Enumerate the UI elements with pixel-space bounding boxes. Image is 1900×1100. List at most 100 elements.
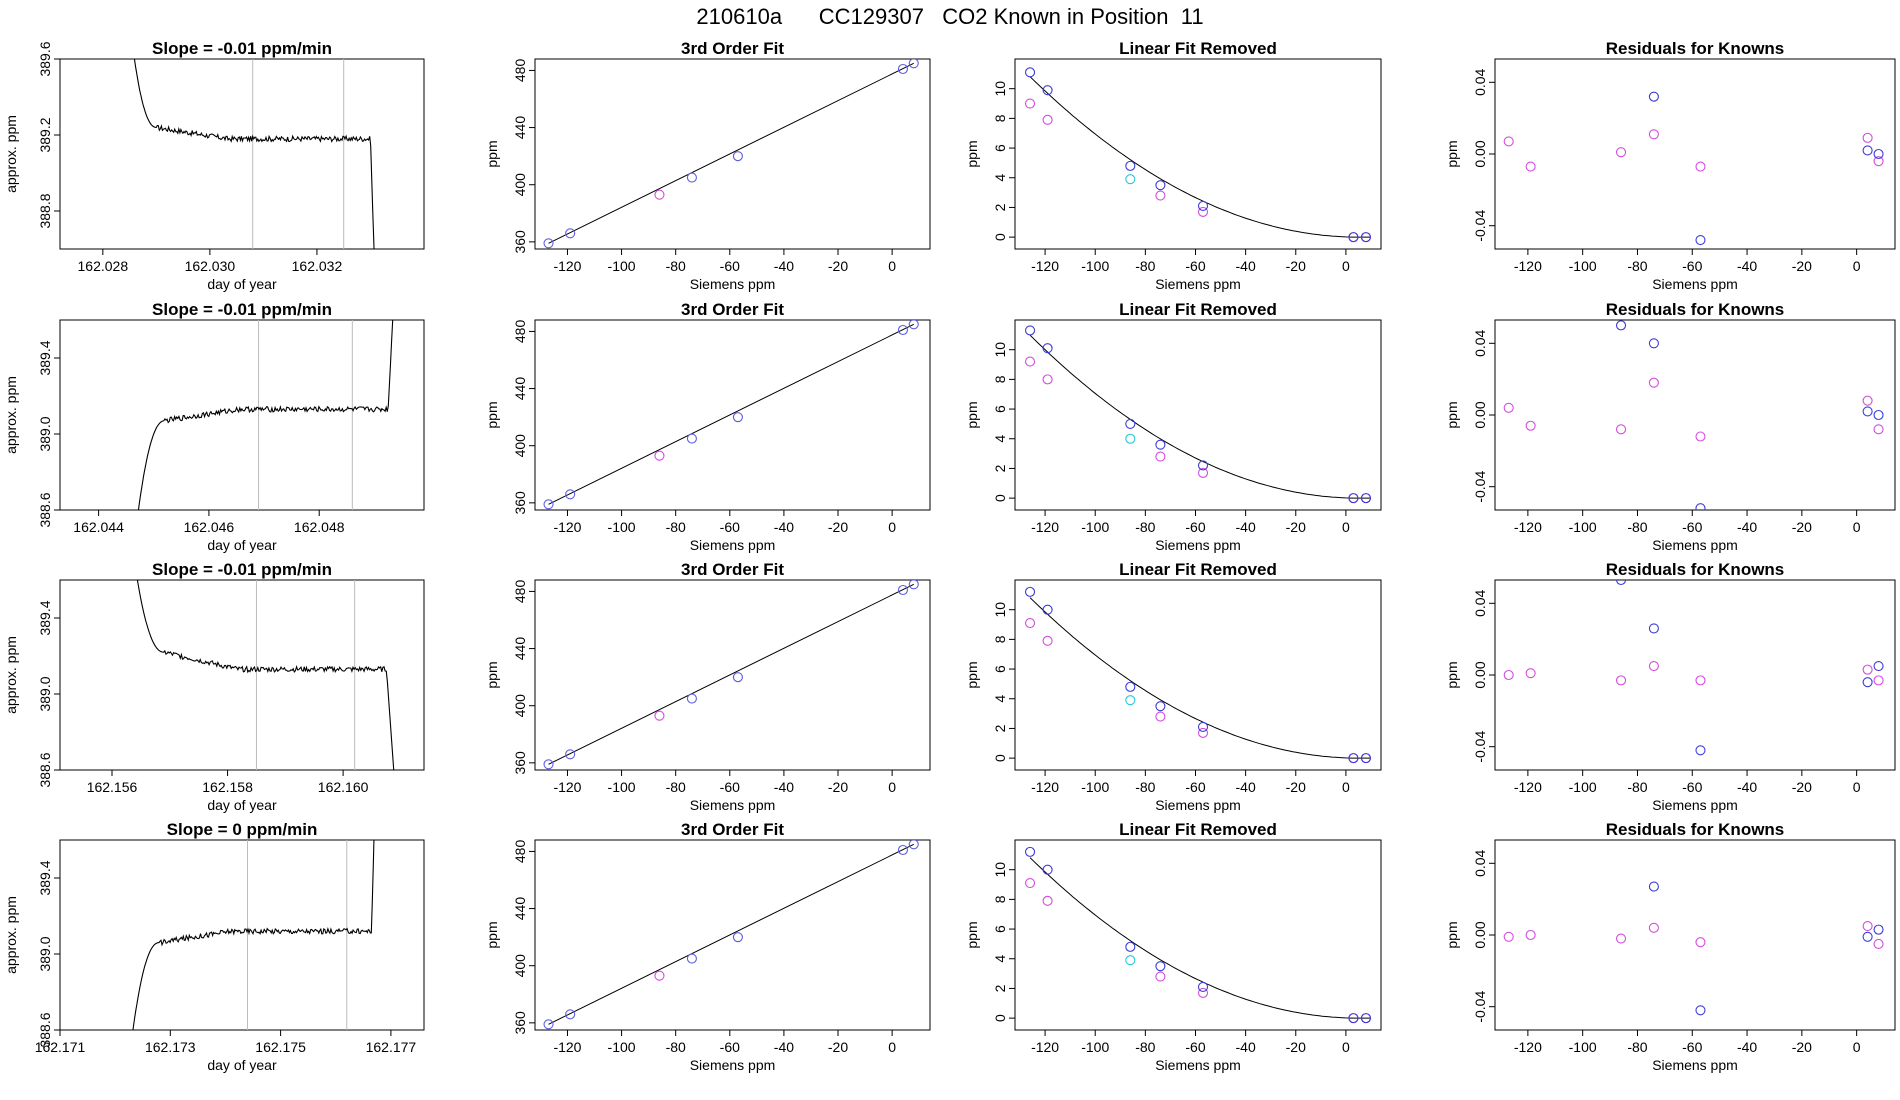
- fit-point: [732, 151, 743, 162]
- blue-point: [1360, 232, 1372, 243]
- blue-point: [1862, 931, 1873, 942]
- x-tick-label: -40: [1236, 258, 1256, 274]
- magenta-point: [1155, 190, 1166, 201]
- x-tick-label: -80: [1627, 258, 1647, 274]
- x-tick-label: -100: [608, 258, 636, 274]
- x-axis-label: Siemens ppm: [1155, 797, 1241, 813]
- blue-point: [1648, 91, 1659, 102]
- fit-point: [897, 584, 908, 596]
- magenta-point: [1648, 922, 1659, 933]
- x-tick-label: -40: [1737, 519, 1757, 535]
- x-tick-label: -80: [1627, 1039, 1647, 1055]
- y-tick-label: 4: [992, 695, 1008, 703]
- x-tick-label: 0: [1342, 779, 1350, 795]
- x-tick-label: -100: [1569, 1039, 1597, 1055]
- y-tick-label: 0.00: [1472, 661, 1488, 688]
- x-tick-label: -60: [1682, 258, 1702, 274]
- x-axis-label: day of year: [207, 276, 277, 292]
- x-tick-label: -20: [1286, 779, 1306, 795]
- fit-line: [548, 583, 914, 765]
- x-tick-label: -80: [666, 779, 686, 795]
- fit-point: [565, 1009, 576, 1020]
- x-tick-label: 162.160: [318, 779, 369, 795]
- plot-frame: [534, 579, 931, 771]
- plot-frame: [534, 58, 931, 250]
- x-tick-label: -80: [666, 519, 686, 535]
- x-tick-label: -20: [1792, 258, 1812, 274]
- x-tick-label: 162.175: [255, 1039, 306, 1055]
- y-tick-label: 8: [992, 635, 1008, 643]
- x-tick-label: -100: [1081, 258, 1109, 274]
- magenta-point: [1197, 467, 1209, 478]
- magenta-point: [1862, 664, 1873, 675]
- y-tick-label: 10: [992, 862, 1008, 878]
- blue-point: [1197, 721, 1209, 733]
- blue-point: [1197, 200, 1209, 212]
- fit-point: [732, 672, 743, 683]
- blue-point: [1648, 623, 1659, 634]
- blue-point: [1648, 338, 1659, 349]
- x-tick-label: 162.158: [202, 779, 253, 795]
- y-tick-label: 389.2: [37, 117, 53, 152]
- magenta-point: [1862, 395, 1873, 406]
- y-tick-label: -0.04: [1472, 471, 1488, 503]
- panel-1-1: 162.028 162.030 162.032 388.8 389.2 389.6 Slop…: [3, 39, 425, 292]
- x-tick-label: 0: [888, 779, 896, 795]
- x-axis-label: Siemens ppm: [1652, 276, 1738, 292]
- x-tick-label: -40: [1236, 779, 1256, 795]
- magenta-point: [1024, 617, 1036, 629]
- y-tick-label: 360: [512, 1011, 528, 1035]
- y-tick-label: 8: [992, 114, 1008, 122]
- x-tick-label: 0: [888, 258, 896, 274]
- magenta-point: [1197, 987, 1209, 998]
- y-tick-label: 388.6: [37, 1012, 53, 1047]
- x-axis-label: Siemens ppm: [690, 276, 776, 292]
- fit-point: [654, 710, 665, 721]
- magenta-point: [1503, 136, 1514, 147]
- x-tick-label: 162.156: [87, 779, 138, 795]
- magenta-point: [1695, 937, 1706, 948]
- panel-1-4: -120 -100 -80 -60 -40 -20 0 -0.04 0.00 0.04 Residu…: [1444, 39, 1896, 292]
- panel-title: Residuals for Knowns: [1606, 39, 1785, 58]
- y-axis-label: approx. ppm: [3, 376, 19, 454]
- blue-point: [1695, 745, 1706, 756]
- blue-point: [1648, 881, 1659, 892]
- y-axis-label: ppm: [964, 921, 980, 948]
- x-tick-label: -60: [1682, 779, 1702, 795]
- y-tick-label: 0: [992, 754, 1008, 762]
- magenta-point: [1648, 377, 1659, 388]
- blue-point: [1695, 1005, 1706, 1016]
- blue-point: [1125, 418, 1136, 429]
- plot-frame: [1014, 58, 1382, 250]
- x-tick-label: 0: [888, 519, 896, 535]
- y-axis-label: ppm: [484, 921, 500, 948]
- x-tick-label: -120: [1031, 519, 1059, 535]
- magenta-point: [1155, 711, 1166, 722]
- y-axis-label: ppm: [1444, 661, 1460, 688]
- x-tick-label: -80: [1627, 519, 1647, 535]
- x-tick-label: -60: [1682, 519, 1702, 535]
- y-axis-label: ppm: [1444, 921, 1460, 948]
- y-tick-label: 0.04: [1472, 849, 1488, 876]
- x-tick-label: -80: [1627, 779, 1647, 795]
- panel-title: Slope = -0.01 ppm/min: [152, 39, 332, 58]
- y-tick-label: 388.8: [37, 193, 53, 228]
- panel-4-3: -120 -100 -80 -60 -40 -20 0 0 2 4 6 8 10 Linear Fit R…: [964, 820, 1382, 1073]
- fit-point: [543, 1019, 554, 1030]
- fit-point: [732, 932, 743, 943]
- y-axis-label: ppm: [964, 140, 980, 167]
- x-tick-label: -60: [720, 519, 740, 535]
- magenta-point: [1873, 156, 1884, 167]
- page-title: 210610a CC129307 CO2 Known in Position 1…: [696, 4, 1204, 29]
- blue-point: [1873, 924, 1884, 935]
- blue-point: [1197, 460, 1209, 471]
- magenta-point: [1695, 431, 1706, 442]
- x-axis-label: Siemens ppm: [1155, 537, 1241, 553]
- y-tick-label: 2: [992, 203, 1008, 211]
- fit-line: [548, 62, 914, 244]
- x-tick-label: -120: [1031, 258, 1059, 274]
- x-tick-label: -100: [608, 519, 636, 535]
- magenta-point: [1615, 147, 1627, 158]
- blue-point: [1197, 981, 1209, 993]
- y-tick-label: 4: [992, 435, 1008, 443]
